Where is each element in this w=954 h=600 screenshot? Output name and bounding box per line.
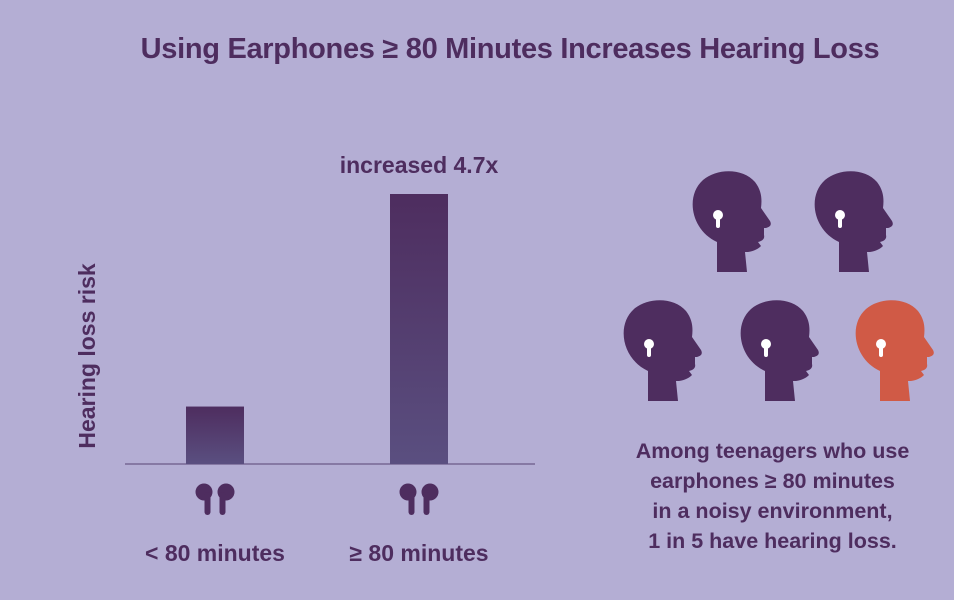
head-with-earbud-icon bbox=[623, 300, 702, 401]
earbuds-icon bbox=[195, 483, 235, 515]
bar bbox=[186, 406, 244, 464]
caption: Among teenagers who use earphones ≥ 80 m… bbox=[600, 436, 945, 556]
head-with-earbud-icon bbox=[855, 300, 934, 401]
earbuds-icon bbox=[399, 483, 439, 515]
x-tick-label: < 80 minutes bbox=[145, 540, 285, 566]
chart-title: Using Earphones ≥ 80 Minutes Increases H… bbox=[140, 33, 880, 65]
x-tick-label: ≥ 80 minutes bbox=[349, 540, 488, 566]
head-with-earbud-icon bbox=[692, 171, 771, 272]
caption-line: earphones ≥ 80 minutes bbox=[650, 469, 895, 493]
bar bbox=[390, 194, 448, 464]
caption-line: in a noisy environment, bbox=[652, 499, 893, 523]
head-with-earbud-icon bbox=[740, 300, 819, 401]
caption-line: 1 in 5 have hearing loss. bbox=[648, 529, 897, 553]
caption-line: Among teenagers who use bbox=[635, 439, 910, 463]
y-axis-label: Hearing loss risk bbox=[74, 263, 100, 449]
head-with-earbud-icon bbox=[814, 171, 893, 272]
bar-annotation: increased 4.7x bbox=[340, 152, 499, 178]
